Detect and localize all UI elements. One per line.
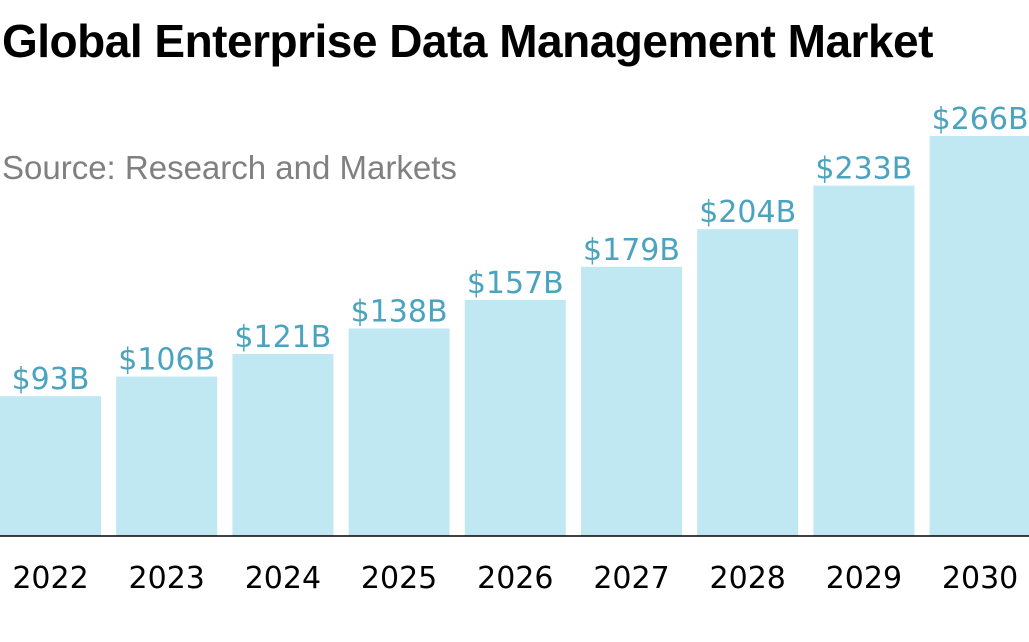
- bar-2026: [464, 299, 566, 536]
- bar-2029: [813, 185, 915, 536]
- x-tick-label-2029: 2029: [826, 561, 902, 596]
- x-tick-label-2024: 2024: [245, 561, 321, 596]
- value-label-2027: $179B: [583, 233, 680, 268]
- x-tick-label-2023: 2023: [129, 561, 205, 596]
- bar-2025: [348, 328, 450, 536]
- x-tick-label-2025: 2025: [361, 561, 437, 596]
- value-label-2026: $157B: [467, 266, 564, 301]
- x-tick-label-2022: 2022: [12, 561, 88, 596]
- bar-2030: [929, 136, 1029, 536]
- value-label-2030: $266B: [932, 102, 1029, 137]
- value-label-2029: $233B: [815, 152, 912, 187]
- bars-group: [0, 136, 1029, 536]
- value-label-2025: $138B: [351, 295, 448, 330]
- bar-2024: [232, 354, 334, 536]
- x-tick-label-2026: 2026: [477, 561, 553, 596]
- value-label-2022: $93B: [12, 362, 90, 397]
- bar-2023: [116, 376, 218, 536]
- value-labels-group: $93B $106B $121B $138B $157B $179B $204B $233B $…: [12, 102, 1029, 397]
- chart-subtitle: Source: Research and Markets: [2, 149, 457, 186]
- x-tick-labels-group: 2022 2023 2024 2025 2026 2027 2028 2029 2030: [12, 561, 1018, 596]
- value-label-2028: $204B: [699, 195, 796, 230]
- chart-title: Global Enterprise Data Management Market: [2, 15, 933, 67]
- x-tick-label-2027: 2027: [593, 561, 669, 596]
- bar-2027: [581, 266, 682, 536]
- bar-2022: [0, 396, 101, 536]
- x-tick-label-2028: 2028: [710, 561, 786, 596]
- value-label-2024: $121B: [234, 320, 331, 355]
- value-label-2023: $106B: [118, 343, 215, 378]
- x-tick-label-2030: 2030: [942, 561, 1018, 596]
- bar-2028: [697, 229, 799, 536]
